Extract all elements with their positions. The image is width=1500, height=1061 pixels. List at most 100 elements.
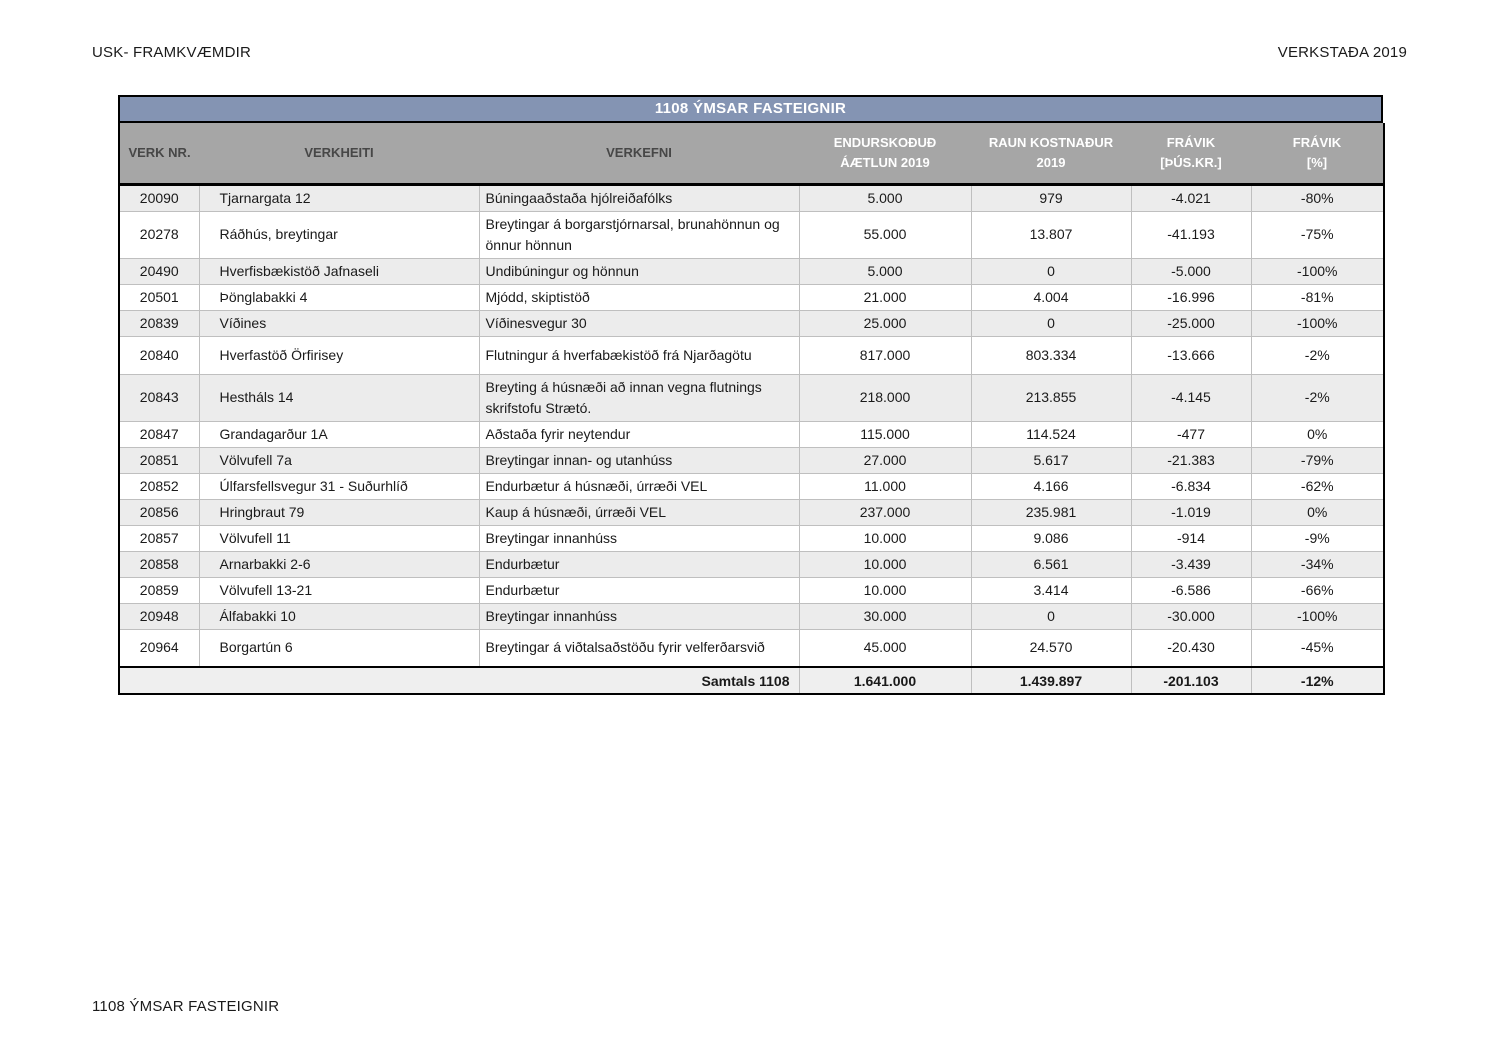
- cell-nr: 20278: [119, 210, 199, 258]
- cell-nr: 20857: [119, 524, 199, 551]
- cell-fravik: -21.383: [1130, 446, 1251, 473]
- header-right-title: VERKSTAÐA 2019: [1277, 44, 1407, 61]
- table-row: 20964 Borgartún 6 Breytingar á viðtalsaðst…: [119, 628, 1384, 667]
- cell-fravik: -20.430: [1130, 628, 1251, 667]
- cell-efni: Flutningur á hverfabækistöð frá Njarðagö…: [478, 335, 799, 374]
- cell-nr: 20851: [119, 446, 199, 473]
- cell-fravik: -3.439: [1130, 550, 1251, 577]
- cell-pct: -66%: [1250, 576, 1384, 603]
- cell-nr: 20852: [119, 472, 199, 499]
- cell-nr: 20090: [139, 189, 179, 206]
- cell-efni: Aðstaða fyrir neytendur: [478, 420, 799, 447]
- cell-efni: Kaup á húsnæði, úrræði VEL: [478, 498, 799, 525]
- totals-pct: -12%: [1250, 666, 1384, 694]
- cell-aetlun: 21.000: [798, 283, 971, 310]
- cell-nr: 20858: [119, 550, 199, 577]
- cell-nr: 20843: [119, 373, 199, 421]
- cell-heiti: Völvufell 11: [198, 524, 479, 551]
- cell-heiti: Hverfastöð Örfirisey: [198, 335, 479, 374]
- cell-pct: -62%: [1250, 472, 1384, 499]
- cell-heiti: Hestháls 14: [198, 373, 479, 421]
- cell-pct: -80%: [1250, 184, 1384, 211]
- column-header-heiti: VERKHEITI: [199, 123, 479, 186]
- table-row: 20278 Ráðhús, breytingar Breytingar á borg…: [119, 210, 1384, 258]
- page-footer: 1108 ÝMSAR FASTEIGNIR: [92, 998, 280, 1015]
- cell-raun: 9.086: [970, 524, 1131, 551]
- cell-efni: Breytingar innanhúss: [478, 602, 799, 629]
- cell-pct: -34%: [1250, 550, 1384, 577]
- column-header-raun: RAUN KOSTNAÐUR 2019: [971, 123, 1131, 186]
- header-left-title: USK- FRAMKVÆMDIR: [92, 44, 252, 61]
- cell-aetlun: 55.000: [798, 210, 971, 258]
- cell-pct: 0%: [1250, 498, 1384, 525]
- cell-pct: -100%: [1250, 602, 1384, 629]
- cell-efni: Breyting á húsnæði að innan vegna flutni…: [478, 373, 799, 421]
- cell-heiti: Borgartún 6: [198, 628, 479, 667]
- column-header-efni: VERKEFNI: [479, 123, 799, 186]
- cell-aetlun: 11.000: [798, 472, 971, 499]
- cell-nr: 20847: [119, 420, 199, 447]
- cell-raun: 4.004: [970, 283, 1131, 310]
- cell-heiti: Tjarnargata 12: [198, 184, 479, 211]
- cell-heiti: Víðines: [198, 309, 479, 336]
- cell-fravik: -41.193: [1130, 210, 1251, 258]
- table-foot: Samtals 1108 1.641.000 1.439.897 -201.10…: [119, 666, 1384, 694]
- cell-fravik: -4.145: [1130, 373, 1251, 421]
- cell-efni: Mjódd, skiptistöð: [478, 283, 799, 310]
- cell-pct: -9%: [1250, 524, 1384, 551]
- column-header-pct: FRÁVIK [%]: [1251, 123, 1384, 186]
- table-row: 20851 Völvufell 7a Breytingar innan- og ut…: [119, 446, 1384, 473]
- cell-raun: 803.334: [970, 335, 1131, 374]
- cell-aetlun: 25.000: [798, 309, 971, 336]
- cell-pct: -100%: [1250, 309, 1384, 336]
- column-header-nr: VERK NR.: [119, 123, 199, 186]
- cell-aetlun: 5.000: [798, 257, 971, 284]
- cell-raun: 3.414: [970, 576, 1131, 603]
- cell-aetlun: 27.000: [798, 446, 971, 473]
- cell-pct: -81%: [1250, 283, 1384, 310]
- cell-heiti: Völvufell 7a: [198, 446, 479, 473]
- cell-aetlun: 10.000: [798, 524, 971, 551]
- cell-fravik: -6.586: [1130, 576, 1251, 603]
- cell-aetlun: 10.000: [798, 576, 971, 603]
- cell-efni: Breytingar á borgarstjórnarsal, brunahön…: [478, 210, 799, 258]
- cell-nr: 20490: [119, 257, 199, 284]
- table-row: 20857 Völvufell 11 Breytingar innanhúss 10.…: [119, 524, 1384, 551]
- cell-aetlun: 10.000: [798, 550, 971, 577]
- table-head-row: VERK NR. VERKHEITI VERKEFNI ENDURSKOÐUÐ ÁÆT…: [119, 123, 1384, 186]
- cell-nr: 20501: [119, 283, 199, 310]
- cell-fravik: -30.000: [1130, 602, 1251, 629]
- cell-heiti: Grandagarður 1A: [198, 420, 479, 447]
- cell-heiti: Þönglabakki 4: [198, 283, 479, 310]
- cell-efni: Endurbætur: [478, 576, 799, 603]
- cell-fravik: -6.834: [1130, 472, 1251, 499]
- cell-aetlun: 115.000: [798, 420, 971, 447]
- cell-raun: 5.617: [970, 446, 1131, 473]
- table-row: 20490 Hverfisbækistöð Jafnaseli Undibúning…: [119, 257, 1384, 284]
- cell-pct: -2%: [1250, 373, 1384, 421]
- cell-pct: -2%: [1250, 335, 1384, 374]
- table-row: 20856 Hringbraut 79 Kaup á húsnæði, úrræði…: [119, 498, 1384, 525]
- cell-aetlun: 45.000: [798, 628, 971, 667]
- cell-heiti: Álfabakki 10: [198, 602, 479, 629]
- cell-pct: 0%: [1250, 420, 1384, 447]
- cell-pct: -100%: [1250, 257, 1384, 284]
- cell-efni: Undibúningur og hönnun: [478, 257, 799, 284]
- table-head: VERK NR. VERKHEITI VERKEFNI ENDURSKOÐUÐ ÁÆT…: [119, 123, 1384, 186]
- cell-efni: Víðinesvegur 30: [478, 309, 799, 336]
- table-row: 20858 Arnarbakki 2-6 Endurbætur 10.000 6.561…: [119, 550, 1384, 577]
- cell-fravik: -477: [1130, 420, 1251, 447]
- totals-row: Samtals 1108 1.641.000 1.439.897 -201.10…: [119, 666, 1384, 694]
- cell-efni: Breytingar innanhúss: [478, 524, 799, 551]
- projects-table: VERK NR. VERKHEITI VERKEFNI ENDURSKOÐUÐ ÁÆT…: [118, 123, 1385, 695]
- table-row: 20839 Víðines Víðinesvegur 30 25.000 0 -25.00…: [119, 309, 1384, 336]
- totals-fravik: -201.103: [1130, 666, 1251, 694]
- cell-raun: 213.855: [970, 373, 1131, 421]
- column-header-fravik: FRÁVIK [ÞÚS.KR.]: [1131, 123, 1251, 186]
- cell-raun: 24.570: [970, 628, 1131, 667]
- cell-raun: 979: [970, 184, 1131, 211]
- cell-raun: 6.561: [970, 550, 1131, 577]
- cell-fravik: -16.996: [1130, 283, 1251, 310]
- table-row: 20843 Hestháls 14 Breyting á húsnæði að in…: [119, 373, 1384, 421]
